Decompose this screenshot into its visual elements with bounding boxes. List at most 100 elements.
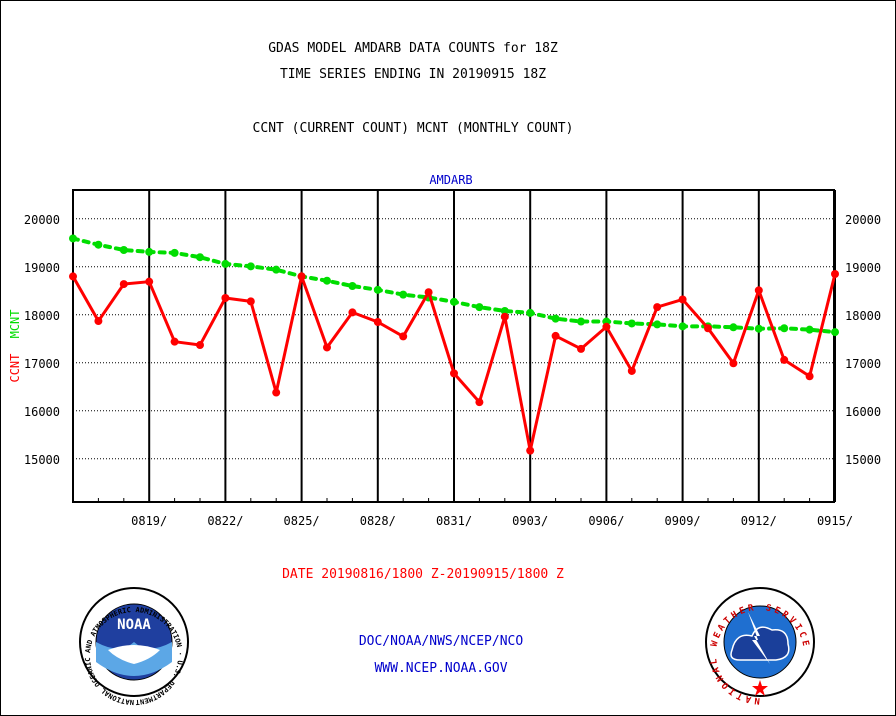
x-tick-label: 0909/ [665, 514, 701, 528]
data-point-mcnt [780, 324, 789, 333]
data-point-ccnt [399, 332, 408, 341]
data-point-ccnt [373, 318, 382, 326]
y-axis-label: CCNT MCNT [8, 309, 22, 382]
data-point-mcnt [831, 328, 839, 337]
data-point-mcnt [551, 314, 560, 323]
x-tick-label: 0819/ [131, 514, 167, 528]
y-tick-label-right: 16000 [845, 405, 881, 419]
y-tick-label-left: 17000 [24, 357, 60, 371]
noaa-logo: NOAA NATIONAL OCEANIC AND ATMOSPHERIC AD… [0, 0, 189, 706]
data-point-ccnt [754, 286, 763, 295]
data-point-ccnt [119, 280, 128, 289]
data-point-ccnt [69, 272, 77, 281]
data-point-ccnt [323, 343, 331, 352]
footer-doc-line: DOC/NOAA/NWS/NCEP/NCO [359, 634, 524, 649]
footer-website-link[interactable]: WWW.NCEP.NOAA.GOV [374, 661, 507, 676]
noaa-logo-text: NOAA [117, 617, 151, 633]
data-point-ccnt [475, 398, 484, 407]
y-tick-label-left: 20000 [24, 213, 60, 227]
data-point-mcnt [678, 322, 687, 331]
data-point-ccnt [627, 366, 636, 375]
data-point-ccnt [272, 388, 281, 397]
data-point-ccnt [196, 341, 204, 350]
data-point-ccnt [577, 344, 585, 353]
chart-title-line2: TIME SERIES ENDING IN 20190915 18Z [280, 67, 546, 82]
data-point-ccnt [602, 322, 611, 331]
data-point-ccnt [170, 337, 179, 346]
data-point-ccnt [500, 312, 509, 321]
data-point-ccnt [526, 446, 535, 455]
y-tick-label-right: 19000 [845, 261, 881, 275]
data-point-ccnt [94, 317, 103, 326]
y-tick-label-right: 18000 [845, 309, 881, 323]
data-point-mcnt [69, 234, 77, 243]
y-tick-label-left: 16000 [24, 405, 60, 419]
data-point-ccnt [551, 331, 560, 340]
nws-logo: NATIONAL WEATHER SERVICE [705, 587, 815, 705]
x-tick-label: 0912/ [741, 514, 777, 528]
data-point-ccnt [145, 277, 154, 286]
x-tick-label: 0825/ [284, 514, 320, 528]
data-point-mcnt [805, 325, 814, 334]
data-point-ccnt [780, 355, 789, 364]
plot-title: AMDARB [429, 173, 472, 187]
chart-title-line1: GDAS MODEL AMDARB DATA COUNTS for 18Z [268, 41, 558, 56]
data-point-mcnt [119, 246, 128, 254]
y-tick-label-left: 19000 [24, 261, 60, 275]
x-axis-date-label: DATE 20190816/1800 Z-20190915/1800 Z [282, 567, 564, 582]
y-tick-label-right: 15000 [845, 453, 881, 467]
y-tick-label-left: 15000 [24, 453, 60, 467]
data-point-ccnt [729, 359, 738, 368]
data-point-ccnt [805, 372, 814, 381]
x-tick-label: 0903/ [512, 514, 548, 528]
data-point-mcnt [145, 247, 154, 256]
data-point-ccnt [831, 270, 839, 278]
data-point-mcnt [348, 282, 357, 290]
series-layer [69, 234, 839, 455]
y-tick-label-left: 18000 [24, 309, 60, 323]
y-tick-labels: 15000 15000 16000 16000 17000 17000 18000 18000… [24, 213, 881, 467]
y-axis-label-mcnt: MCNT [8, 309, 22, 338]
data-point-ccnt [424, 288, 433, 297]
data-point-mcnt [627, 319, 636, 328]
data-point-mcnt [729, 323, 738, 332]
data-point-mcnt [94, 240, 103, 249]
chart-subtitle: CCNT (CURRENT COUNT) MCNT (MONTHLY COUNT… [253, 121, 574, 136]
data-point-ccnt [653, 303, 662, 312]
data-point-mcnt [475, 303, 484, 312]
data-point-ccnt [348, 308, 357, 317]
data-point-mcnt [399, 290, 408, 299]
x-tick-label: 0915/ [817, 514, 853, 528]
data-point-mcnt [221, 259, 230, 268]
data-point-mcnt [196, 253, 204, 262]
data-point-mcnt [272, 265, 281, 274]
y-tick-label-right: 20000 [845, 213, 881, 227]
data-point-mcnt [450, 297, 458, 306]
data-point-mcnt [323, 276, 331, 285]
data-point-mcnt [577, 317, 585, 326]
x-tick-label: 0906/ [588, 514, 624, 528]
y-axis-label-ccnt: CCNT [8, 354, 22, 383]
data-point-ccnt [678, 295, 687, 304]
data-point-ccnt [246, 297, 255, 306]
svg-text:CCNT MCNT: CCNT MCNT [8, 309, 22, 382]
data-point-ccnt [297, 272, 306, 281]
data-point-mcnt [170, 248, 179, 257]
data-point-mcnt [526, 308, 535, 317]
x-tick-label: 0831/ [436, 514, 472, 528]
data-point-mcnt [653, 320, 662, 329]
data-point-mcnt [373, 285, 382, 294]
data-point-ccnt [450, 369, 458, 378]
x-tick-label: 0828/ [360, 514, 396, 528]
data-point-mcnt [500, 306, 509, 315]
x-tick-label: 0822/ [207, 514, 243, 528]
grid [72, 190, 836, 502]
data-point-ccnt [704, 324, 712, 333]
data-point-ccnt [221, 294, 230, 302]
y-tick-label-right: 17000 [845, 357, 881, 371]
data-point-mcnt [246, 262, 255, 271]
data-point-mcnt [754, 324, 763, 333]
x-tick-labels: 0819/0822/0825/0828/0831/0903/0906/0909/… [131, 514, 853, 528]
